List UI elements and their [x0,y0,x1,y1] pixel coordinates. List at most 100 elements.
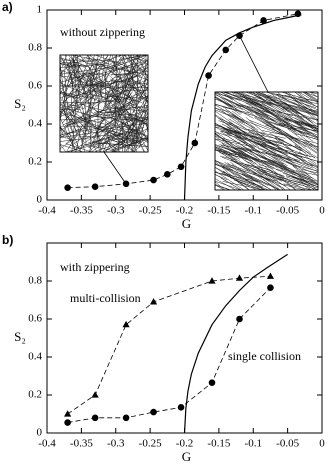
fiber [105,136,137,152]
fiber [117,96,148,114]
fiber [257,92,280,105]
fiber [240,98,290,123]
fiber [244,173,269,186]
fiber [268,92,299,114]
fiber [221,172,257,190]
fiber [98,113,122,122]
fiber [127,55,148,77]
marker [177,163,185,171]
fiber [224,108,249,125]
fiber [76,66,96,101]
fiber [241,92,273,108]
fiber [286,161,317,175]
fiber [139,105,148,148]
series-line [183,14,302,201]
fiber [136,78,148,85]
fiber [254,116,275,129]
fiber [118,55,139,89]
fiber [216,99,234,108]
fiber [116,64,148,82]
fiber [294,117,318,133]
fiber [228,154,263,175]
fiber [237,146,253,156]
panel-annotation: without zippering [60,25,145,39]
leader-line [239,35,269,93]
fiber [297,126,318,132]
fiber [94,142,148,147]
x-tick-label: -0.15 [207,205,230,217]
x-tick-label: -0.15 [207,438,230,450]
fiber [256,170,284,190]
fiber [215,184,225,190]
fiber [254,170,281,190]
marker [177,404,185,411]
fiber [243,155,274,168]
fiber [79,120,90,152]
fiber [108,86,137,123]
fiber [297,123,318,134]
fiber [215,92,235,101]
fiber [71,83,110,88]
fiber [248,165,281,176]
panel-label: a) [2,0,13,14]
fiber [88,106,144,122]
fiber [83,71,94,110]
fiber [124,93,140,103]
fiber [60,57,86,66]
fiber [276,92,289,102]
fiber [104,66,148,100]
marker [236,315,243,323]
fiber [227,127,278,146]
fiber [140,85,148,105]
marker [91,414,99,422]
fiber [220,130,242,137]
fiber [108,78,120,100]
fiber [71,100,77,152]
fiber [60,60,95,64]
fiber [128,138,148,142]
fiber [218,145,259,161]
fiber [224,92,280,116]
fiber [95,61,116,101]
fiber [103,129,148,140]
fiber [230,92,270,109]
fiber [215,94,242,108]
fiber [136,55,139,96]
series-annotation: single collision [228,349,301,363]
fiber [60,75,79,79]
fiber [129,126,146,152]
fiber [272,175,309,185]
fiber [215,178,237,190]
fiber [291,120,318,127]
fiber [128,55,148,62]
fiber [68,85,118,98]
fiber [273,101,318,113]
fiber [266,152,293,165]
fiber [250,127,279,149]
fiber [261,110,311,126]
fiber [119,128,141,131]
fiber [122,102,147,141]
fiber [287,128,318,152]
fiber [119,121,148,144]
fiber [240,147,258,159]
fiber [220,164,266,190]
fiber [295,170,318,176]
fiber [228,136,259,156]
fiber [106,90,124,103]
fiber [262,130,281,135]
series-line [67,13,299,189]
fiber [111,139,146,152]
fiber [254,143,303,158]
fiber [106,107,147,112]
fiber [255,173,273,182]
fiber [229,121,260,144]
fiber [215,166,230,176]
fiber [106,58,138,70]
fiber [83,118,116,141]
fiber [122,55,141,103]
fiber [215,122,241,138]
fiber [133,86,148,104]
fiber [215,172,256,185]
fiber [127,114,148,152]
